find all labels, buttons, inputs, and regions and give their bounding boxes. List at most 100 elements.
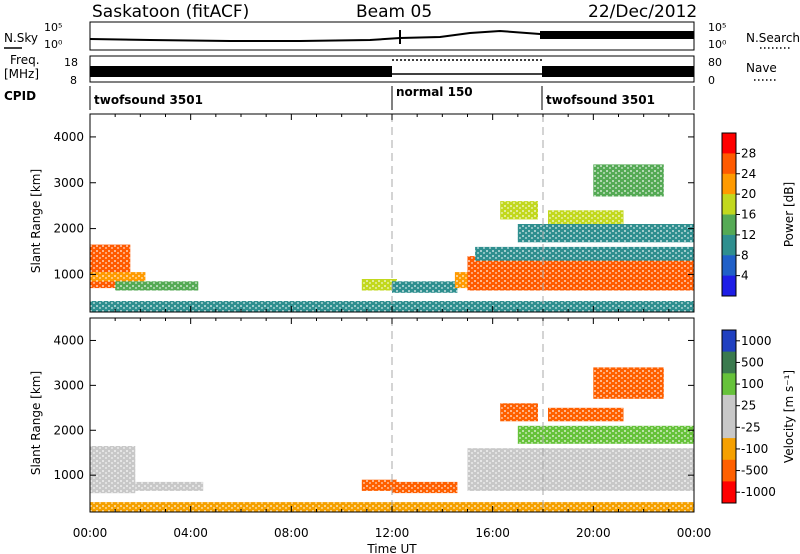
cpid-label: CPID [4,89,36,103]
velocity-colorbar-swatch [722,481,736,504]
velocity-region-texture [517,425,694,444]
cpid-segment-1: twofsound 3501 [94,93,203,107]
colorbar-tick-label: 500 [741,355,764,369]
y-tick-label: 2000 [53,423,84,437]
noise-search-band [540,31,694,39]
nsearch-label: N.Search [746,31,800,45]
velocity-colorbar-swatch [722,416,736,439]
x-tick-label: 20:00 [576,526,611,540]
colorbar-tick-label: 28 [741,146,756,160]
power-colorbar-label: Power [dB] [782,182,796,247]
colorbar-tick-label: 25 [741,399,756,413]
noise-strip: 10⁵ 10⁰ 10⁵ 10⁰ N.Sky N.Search [4,21,800,51]
x-tick-label: 00:00 [677,526,712,540]
x-tick-label: 16:00 [475,526,510,540]
colorbar-tick-label: 1000 [741,334,772,348]
cpid-strip: CPID twofsound 3501 normal 150 twofsound… [4,85,695,110]
velocity-region-texture [467,448,694,491]
cpid-segment-2: normal 150 [396,85,473,99]
nave-label: Nave [746,61,777,75]
freq-strip: Freq. [MHz] 18 8 80 0 Nave [4,53,777,87]
velocity-region-texture [392,481,458,494]
power-region-texture [517,224,694,243]
date-title: 22/Dec/2012 [588,2,697,22]
x-tick-label: 12:00 [375,526,410,540]
velocity-colorbar-frame [721,329,737,504]
beam-title: Beam 05 [356,2,432,22]
colorbar-tick-label: -100 [741,442,768,456]
power-colorbar-swatch [722,214,736,236]
x-tick-label: 04:00 [173,526,208,540]
cpid-segment-3: twofsound 3501 [546,93,655,107]
velocity-region-texture [90,446,136,494]
power-region-texture [593,164,664,197]
velocity-panel: 1000 2000 3000 4000 Slant Range [km] [29,317,695,513]
velocity-colorbar-swatch [722,373,736,396]
velocity-colorbar-swatch [722,330,736,353]
power-colorbar-swatch [722,234,736,256]
power-region-texture [500,201,538,220]
colorbar-tick-label: -500 [741,464,768,478]
y-tick-label: 2000 [53,222,84,236]
power-colorbar: 28 24 20 16 12 8 4 Power [dB] [721,132,796,297]
velocity-colorbar-swatch [722,351,736,374]
velocity-region-texture [548,407,624,422]
y-tick-label: 3000 [53,176,84,190]
nave-tick-low: 0 [708,74,715,87]
colorbar-tick-label: -25 [741,420,761,434]
x-axis-ticks: 00:00 04:00 08:00 12:00 16:00 20:00 00:00 [73,526,712,540]
velocity-colorbar-swatch [722,394,736,417]
velocity-region-texture [361,479,397,491]
colorbar-tick-label: 20 [741,187,756,201]
velocity-region-texture [135,481,204,491]
x-tick-label: 00:00 [73,526,108,540]
power-region-texture [392,281,458,293]
nsky-label: N.Sky [4,31,38,45]
power-colorbar-swatch [722,275,736,297]
colorbar-tick-label: -1000 [741,485,776,499]
power-colorbar-swatch [722,194,736,215]
velocity-y-axis-label: Slant Range [km] [29,371,43,475]
power-region-texture [467,256,694,291]
velocity-colorbar-label: Velocity [m s⁻¹] [782,370,796,463]
colorbar-tick-label: 100 [741,377,764,391]
power-region-texture [475,246,694,261]
velocity-colorbar-swatch [722,438,736,461]
freq-tick-high: 18 [64,56,78,69]
y-tick-label: 4000 [53,333,84,347]
velocity-region-texture [500,403,538,422]
freq-band-1 [90,66,392,77]
noise-right-tick-low: 10⁰ [708,38,727,51]
power-colorbar-swatch [722,255,736,277]
x-tick-label: 08:00 [274,526,309,540]
noise-left-tick-high: 10⁵ [44,21,62,34]
freq-label-line1: Freq. [10,53,40,67]
velocity-colorbar: 1000 500 100 25 -25 -100 -500 -1000 Velocity [m … [721,329,796,504]
nave-tick-high: 80 [708,56,722,69]
noise-left-tick-low: 10⁰ [44,38,63,51]
noise-right-tick-high: 10⁵ [708,21,726,34]
velocity-colorbar-swatch [722,459,736,482]
freq-label-line2: [MHz] [4,67,39,81]
power-region-texture [361,279,397,291]
power-colorbar-swatch [722,173,736,195]
power-region-texture [90,272,146,282]
colorbar-tick-label: 8 [741,248,749,262]
colorbar-tick-label: 12 [741,228,756,242]
colorbar-tick-label: 16 [741,208,756,222]
colorbar-tick-label: 24 [741,167,756,181]
velocity-region-texture [593,367,664,399]
power-colorbar-swatch [722,153,736,175]
freq-tick-low: 8 [70,74,77,87]
power-y-axis-label: Slant Range [km] [29,169,43,273]
power-colorbar-swatch [722,133,736,154]
y-tick-label: 3000 [53,378,84,392]
x-axis-label: Time UT [366,542,417,554]
station-title: Saskatoon (fitACF) [92,2,249,22]
power-region-texture [115,281,199,291]
freq-band-3 [542,66,694,77]
y-tick-label: 1000 [53,267,84,281]
colorbar-tick-label: 4 [741,269,749,283]
power-panel: 1000 2000 3000 4000 Slant Range [km] [29,113,695,313]
